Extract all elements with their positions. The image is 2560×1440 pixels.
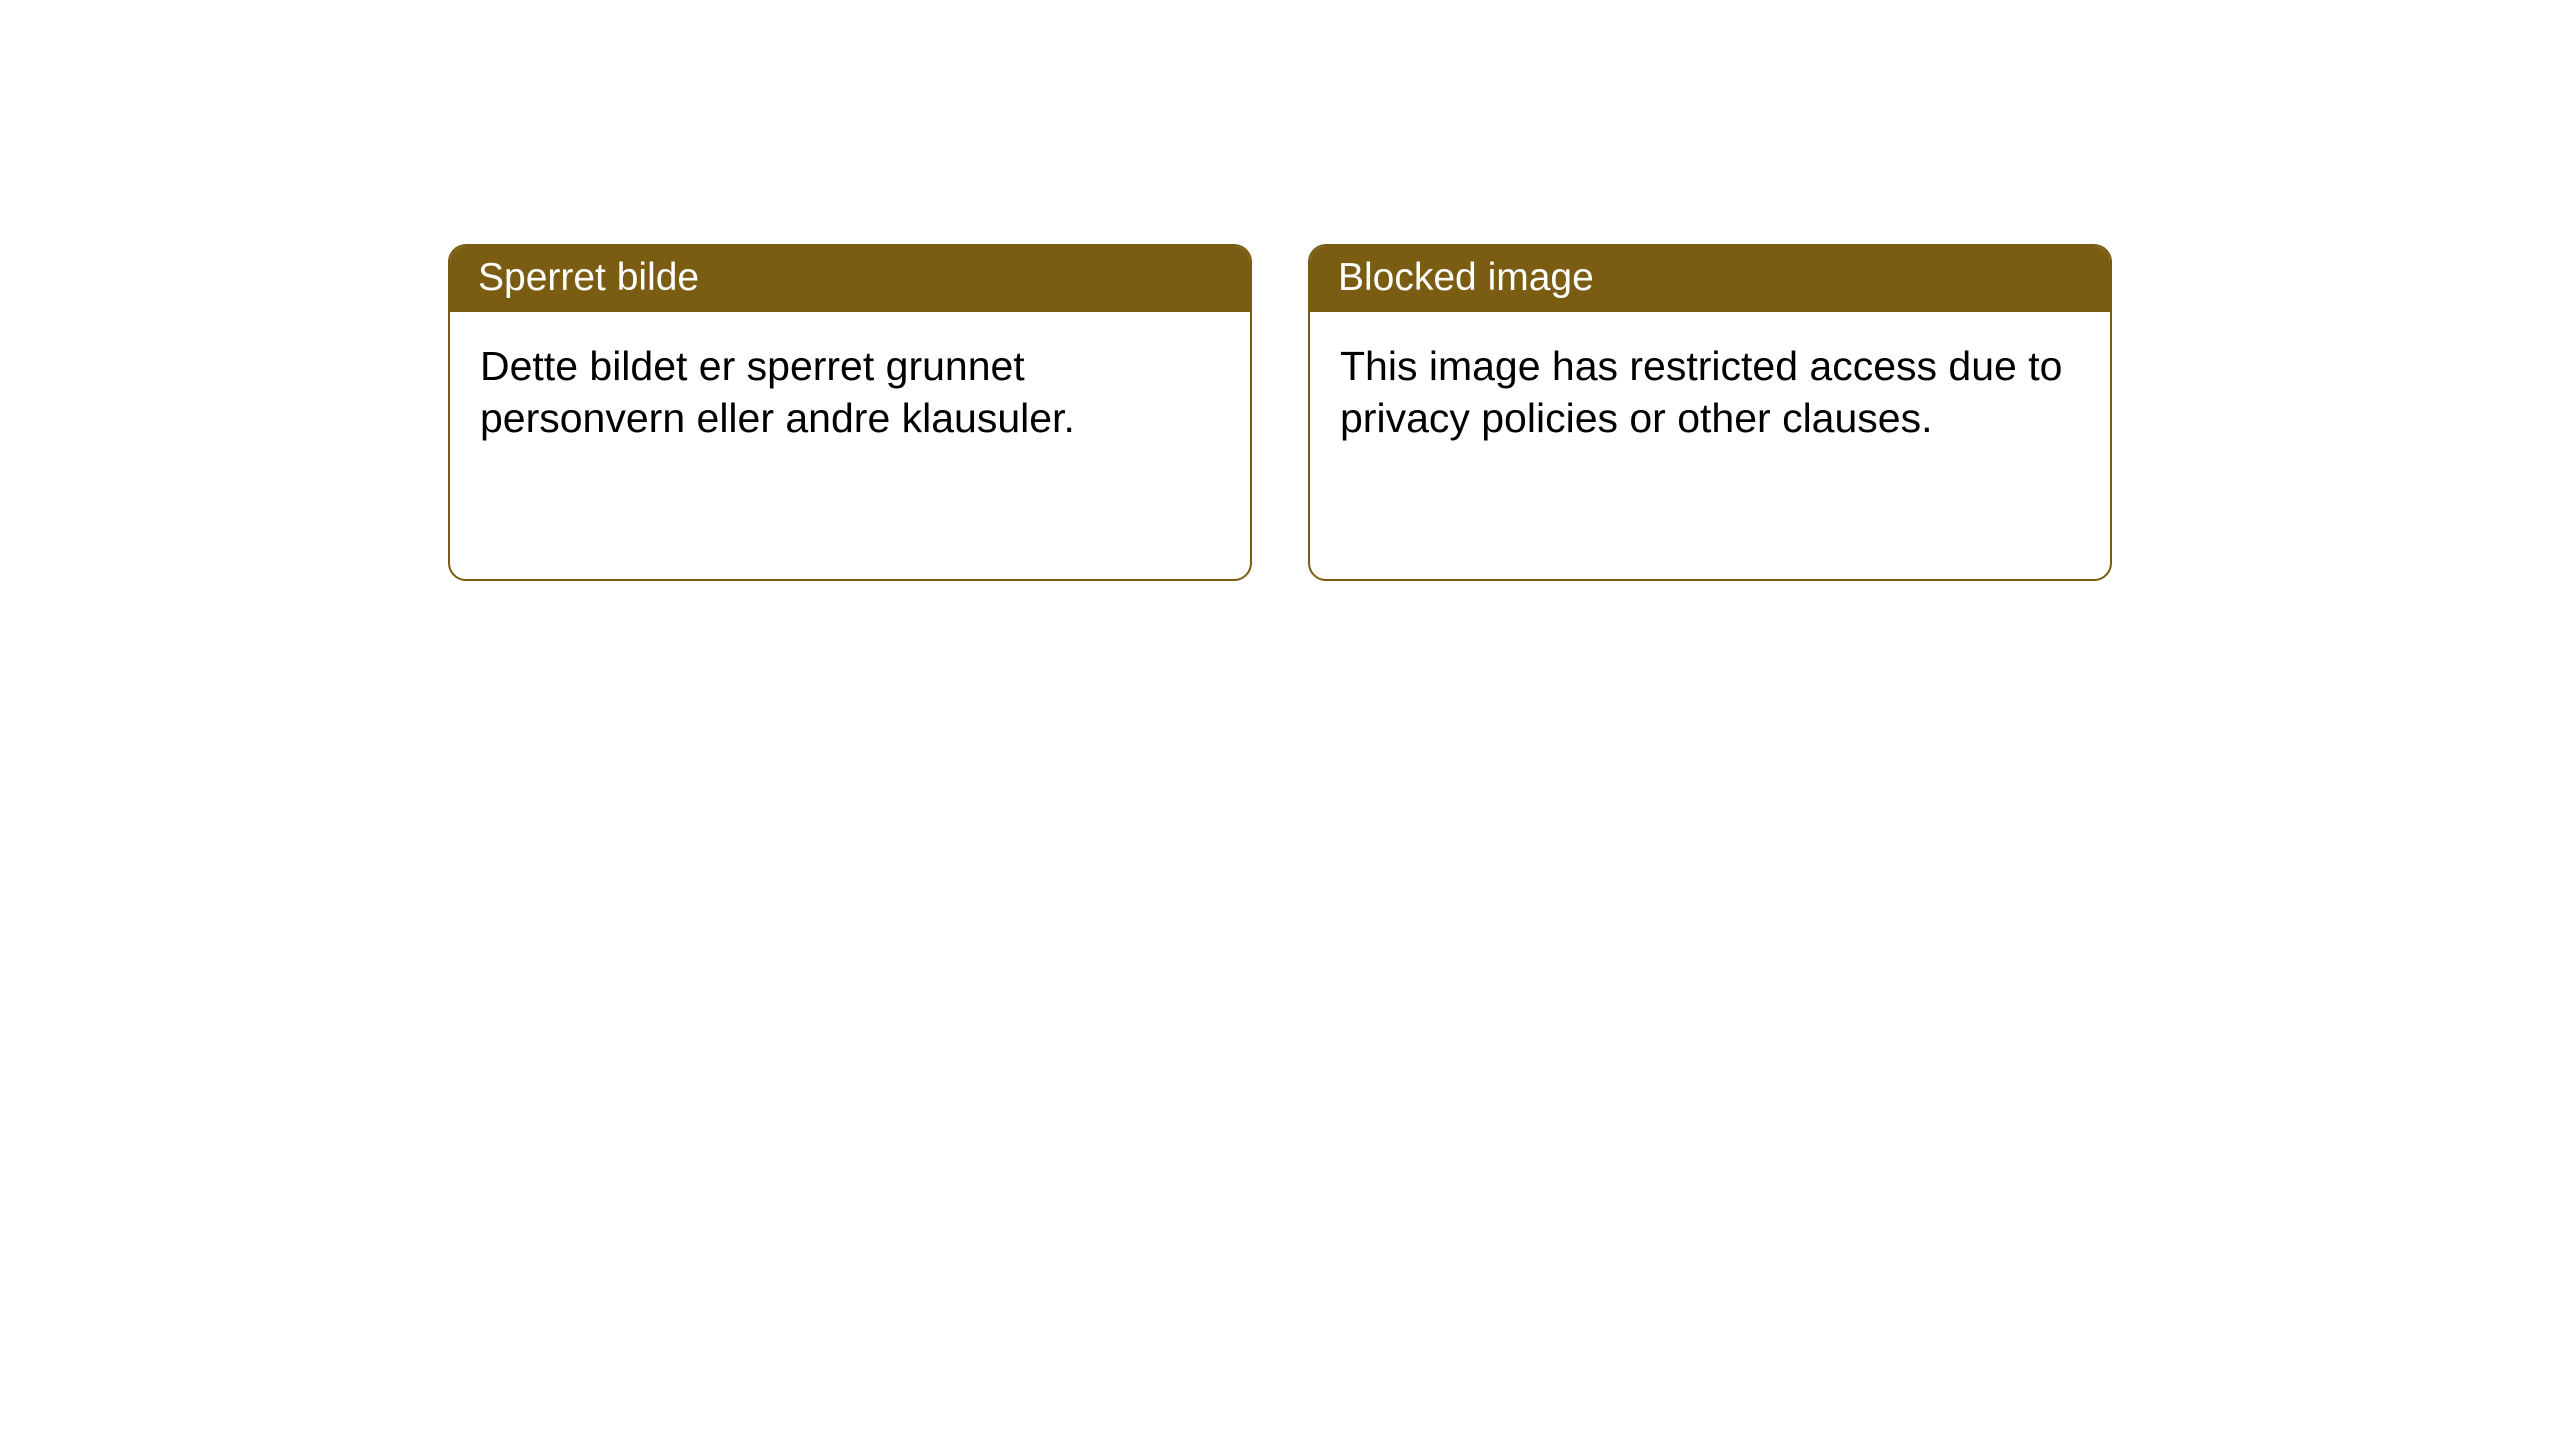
card-body-nb: Dette bildet er sperret grunnet personve… — [450, 312, 1250, 472]
blocked-image-card-en: Blocked image This image has restricted … — [1308, 244, 2112, 581]
card-header-nb: Sperret bilde — [450, 246, 1250, 312]
blocked-image-card-nb: Sperret bilde Dette bildet er sperret gr… — [448, 244, 1252, 581]
card-header-en: Blocked image — [1310, 246, 2110, 312]
notice-container: Sperret bilde Dette bildet er sperret gr… — [0, 0, 2560, 581]
card-body-en: This image has restricted access due to … — [1310, 312, 2110, 472]
